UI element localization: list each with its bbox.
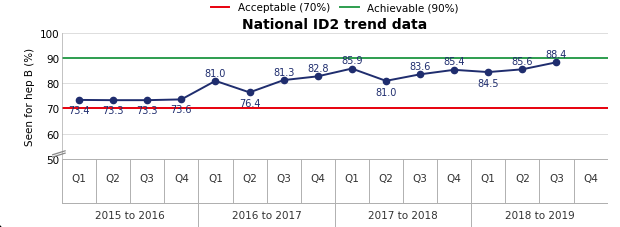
Text: 2018 to 2019: 2018 to 2019 [505,210,574,220]
Text: Q3: Q3 [140,173,154,183]
Text: 85.9: 85.9 [341,56,363,66]
Text: 73.6: 73.6 [170,105,192,115]
Text: 85.4: 85.4 [443,57,465,67]
Text: 73.3: 73.3 [102,105,124,115]
Text: 2016 to 2017: 2016 to 2017 [232,210,301,220]
Text: Q3: Q3 [549,173,564,183]
Text: 2017 to 2018: 2017 to 2018 [368,210,438,220]
Text: 81.3: 81.3 [273,67,294,77]
Legend: Acceptable (70%), Achievable (90%): Acceptable (70%), Achievable (90%) [206,0,463,17]
Text: 81.0: 81.0 [205,68,226,78]
Title: National ID2 trend data: National ID2 trend data [242,17,427,32]
Text: Q4: Q4 [311,173,325,183]
Y-axis label: Seen for hep B (%): Seen for hep B (%) [25,48,35,145]
Text: 84.5: 84.5 [477,79,499,89]
Bar [62,159,608,203]
Text: Q2: Q2 [106,173,120,183]
Text: 81.0: 81.0 [375,88,397,98]
Text: Q3: Q3 [277,173,291,183]
Text: 2015 to 2016: 2015 to 2016 [95,210,165,220]
Text: Q4: Q4 [174,173,188,183]
Text: 76.4: 76.4 [239,99,260,109]
Text: Q1: Q1 [345,173,359,183]
Text: Q4: Q4 [583,173,598,183]
Text: Q2: Q2 [379,173,393,183]
Text: Q1: Q1 [481,173,495,183]
Text: 73.3: 73.3 [136,105,158,115]
Text: 85.6: 85.6 [512,57,533,67]
Text: 88.4: 88.4 [546,50,567,60]
Text: 73.4: 73.4 [68,105,90,115]
Text: Q4: Q4 [447,173,461,183]
Text: 82.8: 82.8 [307,64,329,74]
Text: Q1: Q1 [72,173,86,183]
Text: Q3: Q3 [413,173,427,183]
Text: 83.6: 83.6 [409,62,431,72]
Text: Q2: Q2 [515,173,529,183]
Text: Q1: Q1 [208,173,223,183]
Text: Q2: Q2 [242,173,257,183]
